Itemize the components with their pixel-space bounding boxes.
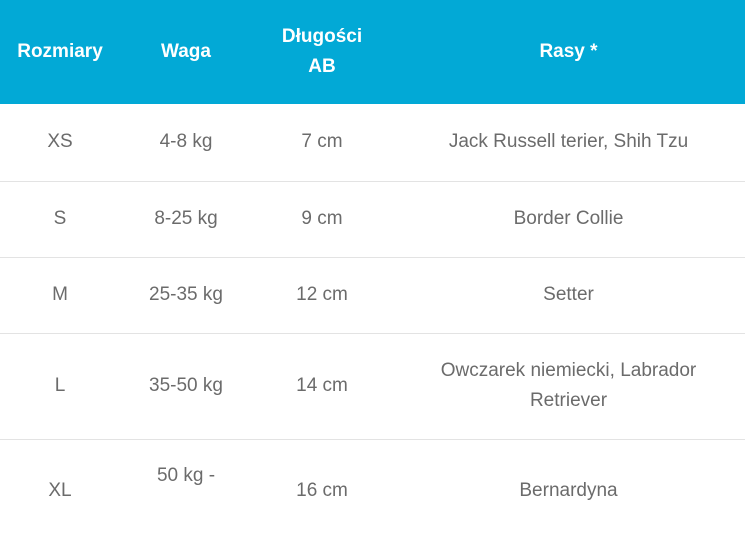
size-cell: XL [0, 438, 120, 543]
length-cell: 7 cm [301, 131, 343, 153]
length-cell: 9 cm [252, 180, 392, 257]
breeds-cell: Owczarek niemiecki, Labrador Retriever [392, 332, 745, 439]
length-cell: 12 cm [252, 256, 392, 333]
table-row: S 8-25 kg 9 cm Border Collie [0, 180, 745, 257]
size-cell: M [0, 256, 120, 333]
table-row: XS 4-8 kg 7 cm Jack Russell terier, Shih… [0, 104, 745, 181]
weight-cell: 25-35 kg [120, 256, 252, 333]
breeds-cell: Bernardyna [392, 438, 745, 543]
size-cell: L [0, 332, 120, 439]
weight-text: 50 kg - [156, 465, 216, 487]
header-length: Długości AB [252, 0, 392, 104]
length-cell: 16 cm [252, 438, 392, 543]
weight-cell: 4-8 kg [159, 131, 213, 153]
header-size: Rozmiary [0, 0, 120, 104]
header-breeds: Rasy * [392, 0, 745, 104]
table-row: M 25-35 kg 12 cm Setter [0, 256, 745, 333]
header-weight: Waga [120, 0, 252, 104]
breeds-cell: Border Collie [392, 180, 745, 257]
weight-cell: 35-50 kg [120, 332, 252, 439]
size-cell: S [0, 180, 120, 257]
weight-cell: 8-25 kg [120, 180, 252, 257]
header-length-label: Długości AB [281, 26, 363, 77]
table-row: L 35-50 kg 14 cm Owczarek niemiecki, Lab… [0, 332, 745, 439]
header-row: Rozmiary Waga Długości AB Rasy * [0, 0, 745, 104]
breeds-text: Owczarek niemiecki, Labrador Retriever [440, 360, 697, 411]
table-row: XL 50 kg - 16 cm Bernardyna [0, 438, 745, 543]
length-cell: 14 cm [252, 332, 392, 439]
size-cell: XS [47, 131, 73, 153]
weight-cell: 50 kg - [120, 438, 252, 543]
breeds-cell: Setter [392, 256, 745, 333]
breeds-cell: Jack Russell terier, Shih Tzu [448, 131, 689, 153]
